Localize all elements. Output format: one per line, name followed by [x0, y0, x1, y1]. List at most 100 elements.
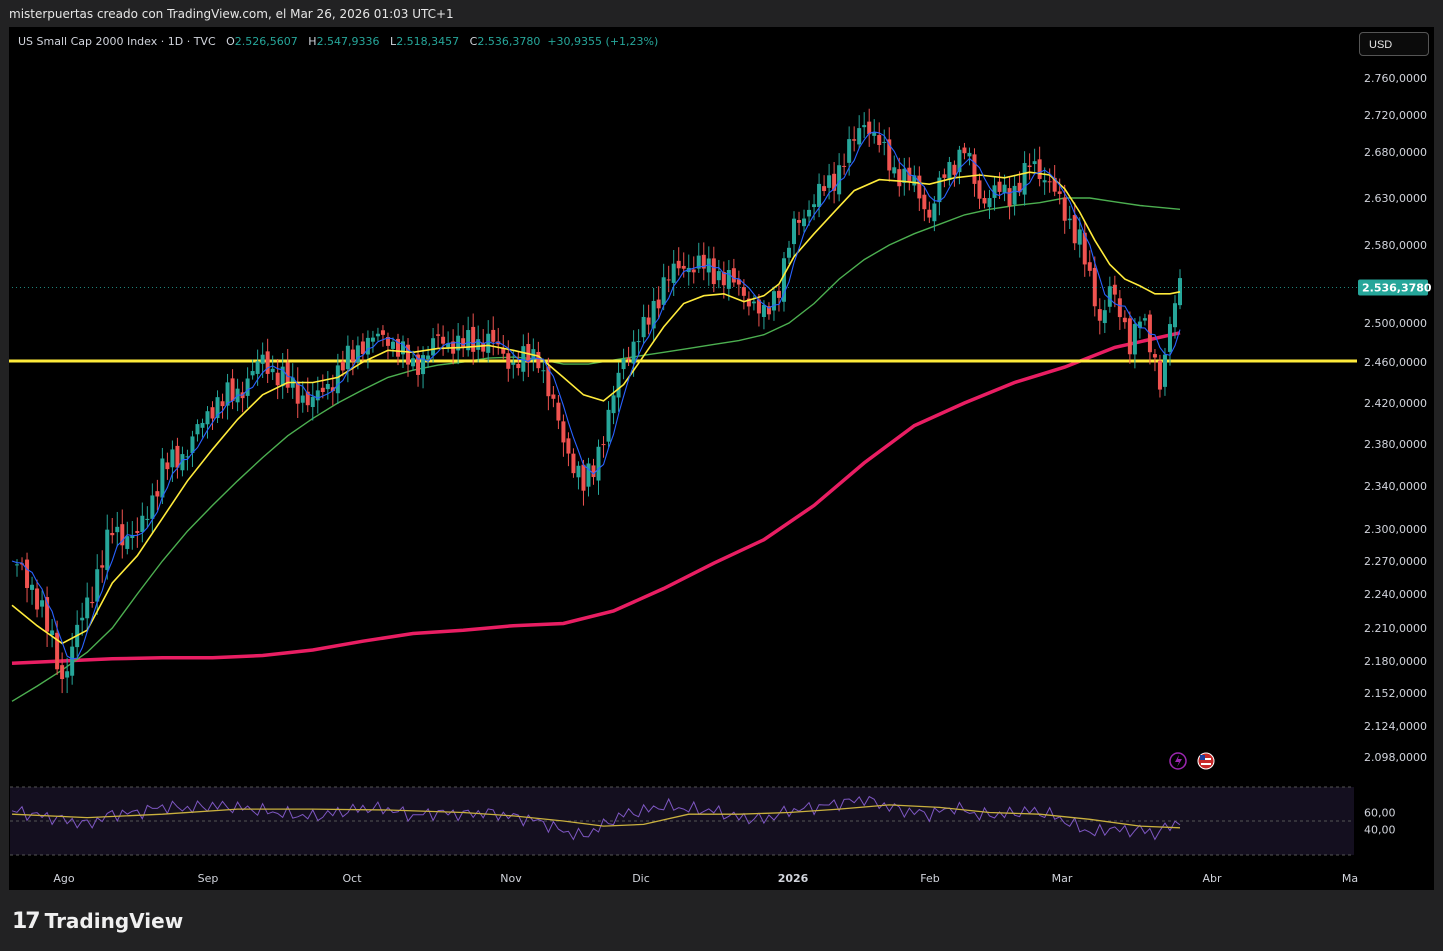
candle-body — [972, 154, 977, 184]
candle-body — [315, 390, 320, 401]
price-tick-label: 2.630,0000 — [1364, 192, 1427, 205]
candle-body — [230, 378, 235, 401]
candle-body — [852, 139, 857, 141]
candle-body — [781, 258, 786, 302]
candle-body — [1007, 188, 1012, 207]
candle-body — [741, 287, 746, 296]
candle-body — [1027, 165, 1032, 168]
candle-body — [280, 366, 285, 387]
candle-body — [842, 165, 847, 167]
candle-body — [1167, 324, 1172, 352]
candle-body — [1057, 191, 1062, 194]
candle-body — [220, 401, 225, 407]
candle-body — [385, 336, 390, 346]
candle-body — [30, 584, 35, 590]
candle-body — [285, 362, 290, 388]
candle-body — [992, 185, 997, 198]
low-value: 2.518,3457 — [396, 35, 460, 48]
candle-body — [45, 597, 50, 632]
time-tick-label: Abr — [1202, 872, 1222, 885]
candle-body — [150, 495, 155, 519]
candle-body — [596, 446, 601, 481]
candle-body — [837, 165, 842, 195]
price-tick-label: 2.760,0000 — [1364, 72, 1427, 85]
candle-body — [300, 395, 305, 403]
time-tick-label: Ma — [1342, 872, 1358, 885]
candle-body — [476, 339, 481, 350]
candle-body — [937, 177, 942, 203]
candle-body — [997, 181, 1002, 192]
symbol-name[interactable]: US Small Cap 2000 Index · 1D · TVC — [18, 35, 216, 48]
candle-body — [170, 449, 175, 468]
candle-body — [832, 173, 837, 191]
candle-body — [521, 346, 526, 372]
candle-body — [1022, 163, 1027, 195]
close-value: 2.536,3780 — [477, 35, 541, 48]
candle-body — [360, 341, 365, 355]
candle-body — [215, 397, 220, 419]
candle-body — [932, 203, 937, 222]
candle-body — [1102, 310, 1107, 324]
candle-body — [1132, 324, 1137, 355]
sma-50-line — [11, 197, 1181, 702]
candle-body — [210, 407, 215, 419]
candle-body — [601, 444, 606, 446]
candle-body — [711, 258, 716, 285]
candle-body — [646, 317, 651, 325]
candle-body — [802, 218, 807, 227]
rsi-line — [11, 795, 1181, 841]
candle-body — [952, 164, 957, 175]
candle-body — [416, 354, 421, 375]
sma-short-line — [11, 131, 1181, 660]
candle-body — [977, 180, 982, 199]
candle-body — [786, 247, 791, 258]
candle-body — [185, 456, 190, 458]
candle-body — [180, 454, 185, 471]
candle-body — [115, 526, 120, 533]
candle-body — [325, 383, 330, 390]
candle-body — [1127, 318, 1132, 355]
time-tick-label: Oct — [342, 872, 362, 885]
candle-body — [666, 279, 671, 281]
candle-body — [155, 491, 160, 497]
candle-body — [541, 370, 546, 372]
candle-body — [335, 365, 340, 394]
candle-body — [912, 175, 917, 186]
candle-body — [731, 268, 736, 283]
last-price-badge — [1358, 279, 1428, 296]
candle-body — [957, 149, 962, 173]
candle-body — [616, 372, 621, 398]
candle-body — [1042, 180, 1047, 183]
currency-button[interactable]: USD — [1359, 32, 1429, 56]
price-tick-label: 2.300,0000 — [1364, 523, 1427, 536]
us-flag-stripe — [1201, 763, 1211, 765]
candle-body — [431, 338, 436, 356]
candle-body — [751, 301, 756, 304]
candle-body — [942, 174, 947, 178]
candle-body — [536, 351, 541, 369]
candle-body — [797, 220, 802, 223]
candle-body — [481, 342, 486, 352]
candle-body — [250, 371, 255, 376]
candle-body — [716, 271, 721, 281]
rsi-tick-label: 40,00 — [1364, 824, 1396, 837]
candle-body — [110, 532, 115, 536]
candle-body — [847, 139, 852, 163]
candle-body — [927, 209, 932, 218]
candle-body — [60, 665, 65, 680]
candle-body — [195, 424, 200, 435]
candle-body — [275, 372, 280, 386]
candle-body — [40, 600, 45, 607]
candle-body — [606, 409, 611, 442]
candle-body — [501, 348, 506, 354]
candle-body — [330, 387, 335, 392]
candle-body — [656, 299, 661, 309]
candle-body — [822, 186, 827, 192]
candle-body — [190, 436, 195, 454]
candle-body — [200, 422, 205, 428]
candle-body — [411, 358, 416, 367]
candle-body — [1152, 354, 1157, 358]
time-tick-label: Ago — [53, 872, 75, 885]
price-tick-label: 2.270,0000 — [1364, 555, 1427, 568]
